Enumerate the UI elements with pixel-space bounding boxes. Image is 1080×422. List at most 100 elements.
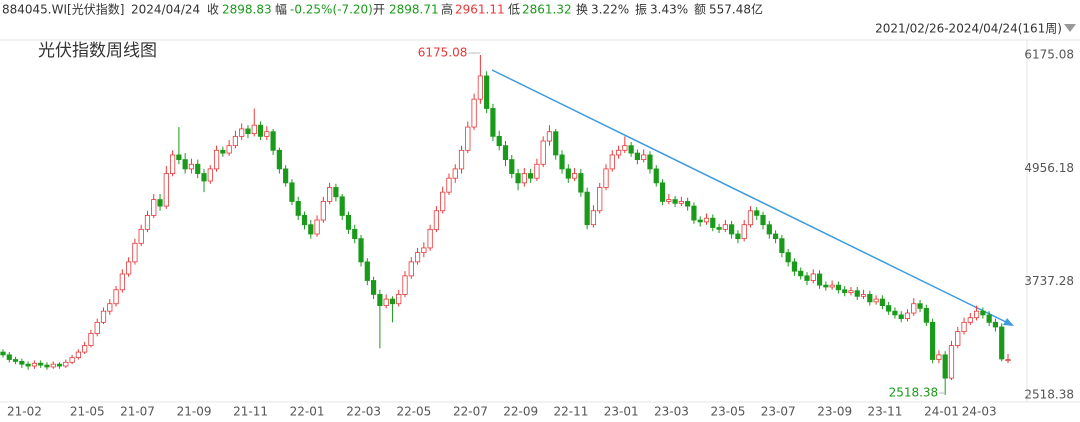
candle-body — [477, 75, 483, 100]
candle-body — [835, 284, 842, 291]
max-label: 6175.08 — [418, 46, 468, 60]
candle-body — [283, 168, 289, 184]
candle-body — [722, 224, 728, 230]
candle-body — [747, 210, 754, 226]
candle-body — [710, 217, 716, 228]
candle-body — [245, 128, 251, 134]
x-tick-label: 23-01 — [604, 405, 639, 419]
candle-body — [396, 294, 402, 305]
low-value: 2861.32 — [522, 3, 572, 17]
candle-body — [264, 131, 270, 137]
candle-body — [251, 124, 257, 134]
change-value: -0.25%(-7.20) — [290, 3, 373, 17]
change-label: 幅 — [275, 2, 287, 17]
x-tick-label: 21-09 — [177, 405, 212, 419]
x-tick-label: 23-09 — [817, 405, 852, 419]
candle-body — [100, 310, 107, 323]
y-tick-label: 2518.38 — [1024, 388, 1074, 402]
range-dropdown[interactable] — [1064, 24, 1076, 32]
candle-body — [440, 191, 446, 212]
candle-body — [615, 149, 622, 156]
candle-body — [12, 359, 19, 362]
candle-body — [113, 289, 119, 305]
candle-body — [232, 135, 239, 147]
candle-body — [421, 247, 427, 253]
candle-body — [829, 284, 835, 288]
candle-body — [923, 307, 929, 323]
candle-body — [609, 154, 615, 170]
candle-body — [842, 289, 848, 293]
candle-body — [986, 314, 992, 323]
candle-body — [169, 154, 176, 174]
candle-body — [917, 303, 923, 309]
candle-body — [44, 364, 50, 368]
candle-body — [873, 298, 879, 303]
candle-body — [540, 140, 546, 165]
candle-body — [590, 210, 597, 226]
candle-body — [465, 126, 471, 151]
x-tick-label: 22-09 — [503, 405, 538, 419]
candle-body — [779, 238, 785, 253]
candle-body — [458, 149, 465, 170]
candle-body — [201, 173, 207, 182]
candle-body — [270, 131, 276, 151]
candle-body — [898, 314, 904, 320]
x-tick-label: 22-07 — [453, 405, 488, 419]
x-tick-label: 21-11 — [233, 405, 268, 419]
candle-body — [157, 199, 163, 207]
low-label: 低 — [508, 3, 520, 17]
candle-body — [75, 351, 81, 359]
candle-body — [515, 173, 521, 184]
candle-body — [967, 317, 973, 323]
candle-body — [867, 294, 873, 303]
amount-value: 557.48亿 — [709, 2, 763, 17]
x-tick-label: 23-05 — [711, 405, 746, 419]
candle-body — [144, 214, 151, 230]
candle-body — [389, 298, 396, 305]
candle-body — [980, 310, 986, 316]
candle-body — [308, 224, 314, 235]
candle-body — [641, 154, 647, 161]
close-label: 收 — [207, 3, 219, 17]
candle-body — [603, 168, 609, 188]
candle-body — [584, 191, 590, 226]
candle-body — [553, 131, 559, 156]
x-tick-label: 23-03 — [654, 405, 689, 419]
candle-body — [132, 242, 138, 263]
range-selector[interactable]: 2021/02/26-2024/04/24(161周) — [875, 22, 1062, 36]
candle-body — [339, 196, 345, 216]
plot: 2518.38 3737.28 4956.18 6175.08 21-02 21-05 21… — [0, 46, 1074, 419]
candle-body — [628, 145, 634, 154]
candle-body — [63, 361, 69, 367]
candle-body — [195, 163, 201, 174]
x-tick-label: 22-03 — [346, 405, 381, 419]
candle-body — [948, 345, 955, 379]
y-tick-label: 6175.08 — [1024, 48, 1074, 62]
candle-body — [226, 145, 232, 154]
open-value: 2898.71 — [389, 3, 439, 17]
candle-body — [88, 333, 94, 346]
turnover-label: 换 — [576, 3, 588, 17]
x-tick-label: 22-11 — [553, 405, 588, 419]
x-tick-label: 22-01 — [290, 405, 325, 419]
candle-body — [433, 210, 440, 230]
candle-body — [509, 159, 515, 174]
candle-body — [182, 159, 188, 170]
candle-body — [25, 363, 31, 367]
candle-body — [848, 290, 854, 293]
candle-body — [703, 217, 710, 223]
candle-body — [741, 224, 747, 240]
x-tick-label: 22-05 — [396, 405, 431, 419]
candle-body — [955, 331, 961, 346]
candle-body — [942, 354, 948, 379]
candle-body — [358, 238, 364, 263]
candle-body — [364, 261, 370, 281]
x-tick-label: 24-01 — [924, 405, 959, 419]
candle-body — [791, 261, 798, 272]
candle-body — [559, 154, 565, 170]
candle-body — [176, 154, 182, 161]
x-tick-label: 21-02 — [7, 405, 42, 419]
code: 884045.WI[光伏指数] — [2, 2, 124, 17]
candle-body — [892, 310, 898, 316]
